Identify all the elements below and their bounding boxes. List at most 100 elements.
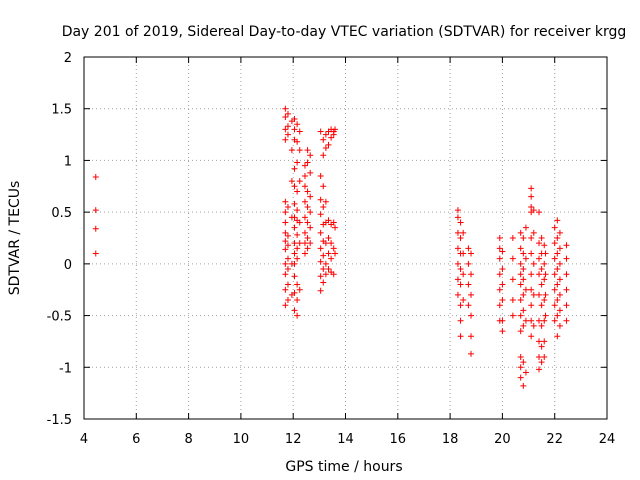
y-tick-label: 0 (64, 258, 72, 273)
data-point (517, 297, 524, 304)
data-point (520, 250, 527, 257)
data-point (536, 291, 543, 298)
y-tick-label: -1.5 (47, 413, 72, 428)
data-point (282, 229, 289, 236)
data-point (551, 317, 558, 324)
data-point (536, 255, 543, 262)
data-point (538, 343, 545, 350)
data-point (496, 286, 503, 293)
data-point (542, 312, 549, 319)
data-point (536, 338, 543, 345)
data-point (538, 322, 545, 329)
data-point (282, 238, 289, 245)
data-point (454, 214, 461, 221)
data-point (551, 224, 558, 231)
data-point (530, 260, 537, 267)
y-tick-label: -1 (59, 361, 72, 376)
data-point (541, 353, 548, 360)
x-axis-label: GPS time / hours (285, 459, 402, 475)
data-point (328, 134, 335, 141)
data-point (307, 209, 314, 216)
data-point (457, 235, 464, 241)
data-point (320, 266, 327, 273)
data-point (301, 250, 308, 257)
y-tick-label: -0.5 (47, 310, 72, 325)
y-tick-label: 2 (64, 51, 72, 66)
data-point (317, 258, 324, 265)
data-point (520, 359, 527, 366)
data-point (542, 271, 549, 278)
data-point (317, 172, 324, 179)
data-point (291, 116, 298, 123)
data-point (457, 317, 464, 324)
data-point (291, 273, 298, 280)
data-point (330, 245, 337, 252)
data-point (517, 260, 524, 267)
x-tick-label: 22 (546, 432, 563, 447)
data-point (528, 193, 535, 200)
data-point (538, 235, 545, 241)
data-point (317, 287, 324, 294)
data-point (460, 250, 467, 257)
data-point (551, 255, 558, 262)
data-point (304, 245, 311, 252)
data-point (288, 147, 295, 154)
data-point (92, 250, 99, 257)
data-point (499, 297, 506, 304)
data-point (284, 232, 291, 239)
data-point (317, 196, 324, 203)
data-point (554, 217, 561, 224)
data-point (282, 113, 289, 120)
data-point (322, 240, 329, 247)
data-point (294, 159, 301, 166)
data-point (509, 235, 516, 241)
data-point (499, 248, 506, 255)
data-point (325, 250, 332, 257)
data-point (554, 281, 561, 288)
data-point (499, 328, 506, 335)
data-point (282, 126, 289, 133)
data-point (563, 286, 570, 293)
data-point (322, 198, 329, 205)
data-point (496, 271, 503, 278)
data-point (563, 242, 570, 249)
data-point (465, 260, 472, 267)
data-point (520, 235, 527, 241)
data-point (554, 266, 561, 273)
data-point (538, 359, 545, 366)
data-point (541, 338, 548, 345)
data-point (291, 200, 298, 207)
data-point (328, 255, 335, 262)
data-point (509, 312, 516, 319)
x-tick-label: 18 (442, 432, 459, 447)
data-point (460, 297, 467, 304)
data-point (528, 271, 535, 278)
y-axis-label: SDTVAR / TECUs (7, 181, 23, 296)
data-point (304, 147, 311, 154)
data-point (320, 203, 327, 210)
data-point (517, 364, 524, 371)
data-point (460, 271, 467, 278)
data-point (92, 207, 99, 214)
data-point (317, 245, 324, 252)
data-point (541, 242, 548, 249)
data-point (468, 250, 475, 257)
data-point (304, 159, 311, 166)
data-point (496, 302, 503, 309)
data-point (517, 271, 524, 278)
data-point (320, 252, 327, 259)
data-point (468, 271, 475, 278)
data-point (284, 266, 291, 273)
data-point (563, 255, 570, 262)
data-point (454, 207, 461, 214)
data-point (554, 235, 561, 241)
data-point (457, 219, 464, 226)
data-point (294, 255, 301, 262)
data-point (457, 266, 464, 273)
data-point (282, 286, 289, 293)
data-point (528, 185, 535, 192)
data-point (556, 245, 563, 252)
data-point (322, 271, 329, 278)
data-point (454, 276, 461, 283)
data-point (499, 266, 506, 273)
